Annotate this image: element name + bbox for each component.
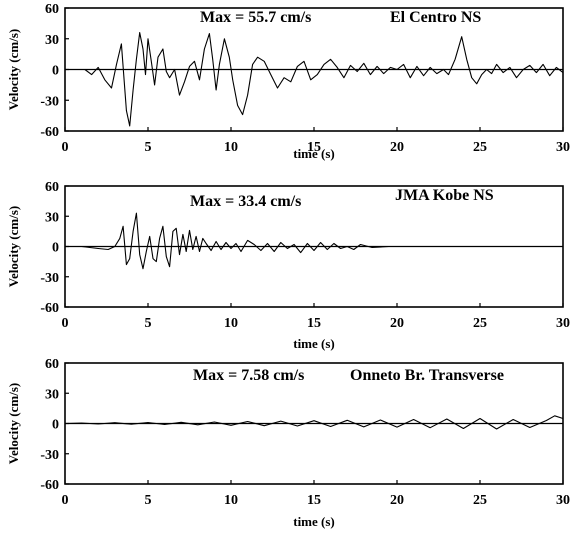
x-tick-label: 0: [62, 140, 69, 155]
y-tick-label: 60: [45, 180, 59, 195]
y-tick-label: 0: [52, 64, 59, 79]
x-tick-label: 15: [307, 316, 321, 331]
x-tick-label: 20: [390, 493, 404, 508]
y-tick-label: -30: [40, 271, 59, 286]
x-tick-label: 30: [556, 140, 570, 155]
x-tick-label: 30: [556, 493, 570, 508]
y-axis-label: Velocity (cm/s): [6, 29, 21, 110]
y-axis-label: Velocity (cm/s): [6, 206, 21, 287]
x-tick-label: 15: [307, 140, 321, 155]
x-axis-label: time (s): [293, 336, 335, 351]
x-tick-label: 15: [307, 493, 321, 508]
y-tick-label: 30: [45, 387, 59, 402]
velocity-series: [64, 415, 564, 430]
x-tick-label: 20: [390, 140, 404, 155]
max-annotation: Max = 55.7 cm/s: [200, 9, 311, 26]
record-name: Onneto Br. Transverse: [350, 367, 504, 384]
velocity-series: [65, 32, 564, 127]
velocity-series: [65, 212, 563, 270]
y-tick-label: 60: [45, 357, 59, 372]
x-tick-label: 10: [224, 493, 238, 508]
y-tick-label: 0: [52, 418, 59, 433]
x-tick-label: 20: [390, 316, 404, 331]
y-tick-label: 60: [45, 2, 59, 17]
y-tick-label: -60: [40, 478, 59, 493]
max-annotation: Max = 33.4 cm/s: [190, 193, 301, 210]
x-axis-label: time (s): [293, 146, 335, 161]
y-tick-label: -30: [40, 94, 59, 109]
x-tick-label: 0: [62, 316, 69, 331]
x-tick-label: 5: [145, 316, 152, 331]
x-tick-label: 5: [145, 493, 152, 508]
y-axis-label: Velocity (cm/s): [6, 383, 21, 464]
x-tick-label: 25: [473, 140, 487, 155]
max-annotation: Max = 7.58 cm/s: [193, 367, 304, 384]
x-tick-label: 25: [473, 493, 487, 508]
x-axis-label: time (s): [293, 514, 335, 529]
y-tick-label: -30: [40, 448, 59, 463]
x-tick-label: 10: [224, 140, 238, 155]
x-tick-label: 5: [145, 140, 152, 155]
y-tick-label: 30: [45, 33, 59, 48]
record-name: El Centro NS: [390, 9, 481, 26]
y-tick-label: -60: [40, 125, 59, 140]
y-tick-label: -60: [40, 301, 59, 316]
x-tick-label: 0: [62, 493, 69, 508]
x-tick-label: 30: [556, 316, 570, 331]
y-tick-label: 0: [52, 241, 59, 256]
y-tick-label: 30: [45, 210, 59, 225]
record-name: JMA Kobe NS: [395, 187, 494, 204]
x-tick-label: 10: [224, 316, 238, 331]
x-tick-label: 25: [473, 316, 487, 331]
